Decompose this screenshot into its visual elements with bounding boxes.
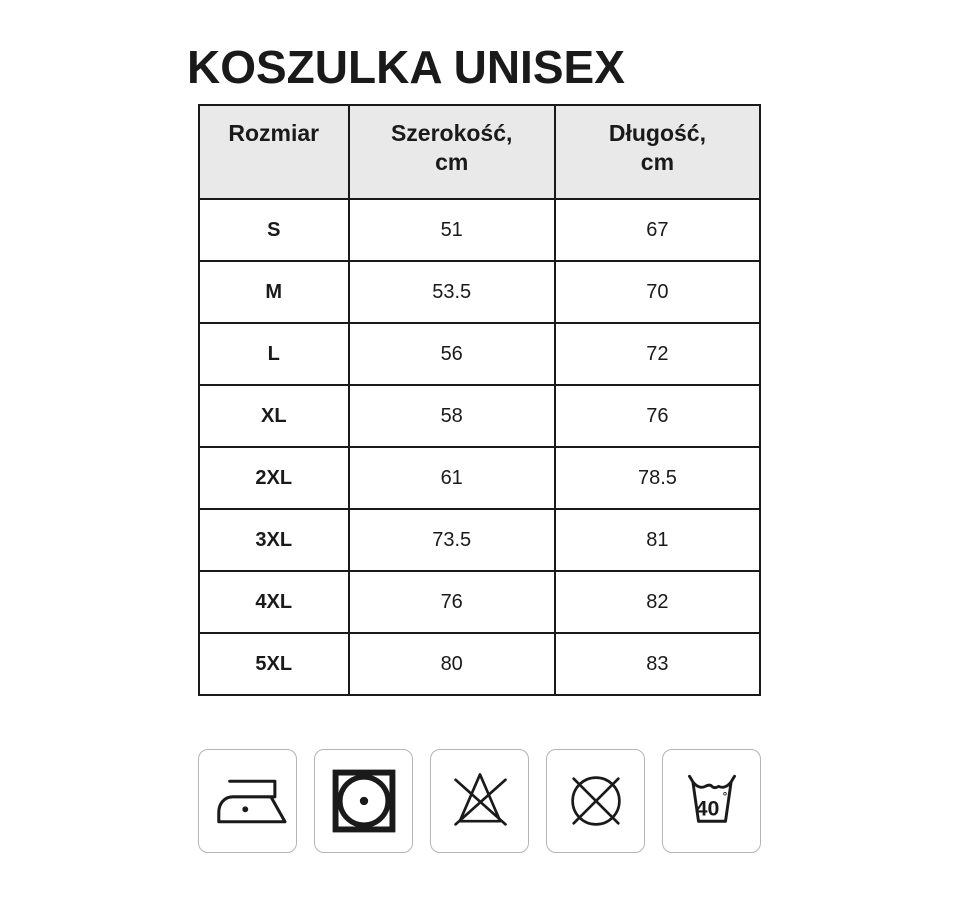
svg-text:°: ° [722,791,727,803]
svg-text:40: 40 [695,797,719,821]
